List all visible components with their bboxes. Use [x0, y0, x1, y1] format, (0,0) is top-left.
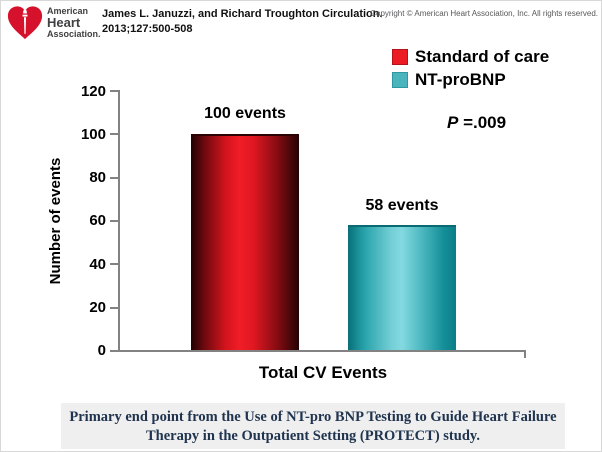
- chart-legend: Standard of care NT-proBNP: [392, 46, 550, 94]
- p-number: =.009: [458, 113, 507, 132]
- y-tick-mark: [110, 219, 120, 222]
- bar-ntprobnp: [348, 225, 456, 351]
- figure-caption: Primary end point from the Use of NT-pro…: [61, 403, 565, 449]
- y-tick-label: 120: [80, 82, 106, 100]
- y-tick-mark: [110, 306, 120, 309]
- y-axis-ticks: 120 100 80 60 40 20 0: [41, 83, 120, 359]
- legend-swatch-red-icon: [392, 48, 408, 65]
- bar-value-label-ntprobnp: 58 events: [365, 197, 439, 214]
- x-axis-title: Total CV Events: [258, 363, 388, 382]
- y-tick-label: 80: [89, 169, 106, 187]
- y-tick-mark: [110, 176, 120, 179]
- header-bar: American Heart Association. James L. Jan…: [1, 1, 601, 45]
- caption-line-1: Primary end point from the Use of NT-pro…: [69, 409, 557, 425]
- aha-heart-torch-logo-icon: [7, 6, 43, 40]
- bar-value-label-standard-of-care: 100 events: [204, 105, 286, 122]
- legend-label: Standard of care: [415, 46, 550, 66]
- y-axis-line: [118, 91, 120, 352]
- legend-item-standard-of-care: Standard of care: [392, 46, 550, 66]
- citation-volume: 2013;127:500-508: [102, 23, 193, 35]
- aha-logo-wordmark: American Heart Association.: [47, 6, 101, 40]
- citation: James L. Januzzi, and Richard Troughton …: [102, 7, 383, 37]
- citation-authors: James L. Januzzi, and Richard Troughton …: [102, 8, 383, 20]
- y-tick-label: 0: [97, 342, 106, 360]
- plot-area: [120, 91, 526, 351]
- bar-standard-of-care: [191, 134, 299, 351]
- legend-swatch-teal-icon: [392, 71, 408, 88]
- logo-word-association: Association.: [47, 29, 101, 39]
- copyright-notice: Copyright © American Heart Association, …: [370, 9, 598, 18]
- y-tick-label: 60: [89, 212, 106, 230]
- p-symbol: P: [447, 113, 459, 132]
- y-tick-label: 100: [80, 125, 106, 143]
- logo-word-american: American: [47, 6, 89, 16]
- x-axis-end-tick: [524, 351, 526, 358]
- p-value-annotation: P =.009: [447, 113, 506, 133]
- legend-label: NT-proBNP: [415, 69, 506, 89]
- y-tick-mark: [110, 90, 120, 92]
- y-tick-label: 40: [89, 255, 106, 273]
- logo-word-heart: Heart: [47, 15, 81, 30]
- legend-item-ntprobnp: NT-proBNP: [392, 69, 549, 89]
- y-tick-label: 20: [89, 299, 106, 317]
- caption-line-2: Therapy in the Outpatient Setting (PROTE…: [146, 428, 480, 444]
- x-axis-line: [110, 350, 526, 352]
- y-tick-mark: [110, 263, 120, 266]
- y-tick-mark: [110, 133, 120, 136]
